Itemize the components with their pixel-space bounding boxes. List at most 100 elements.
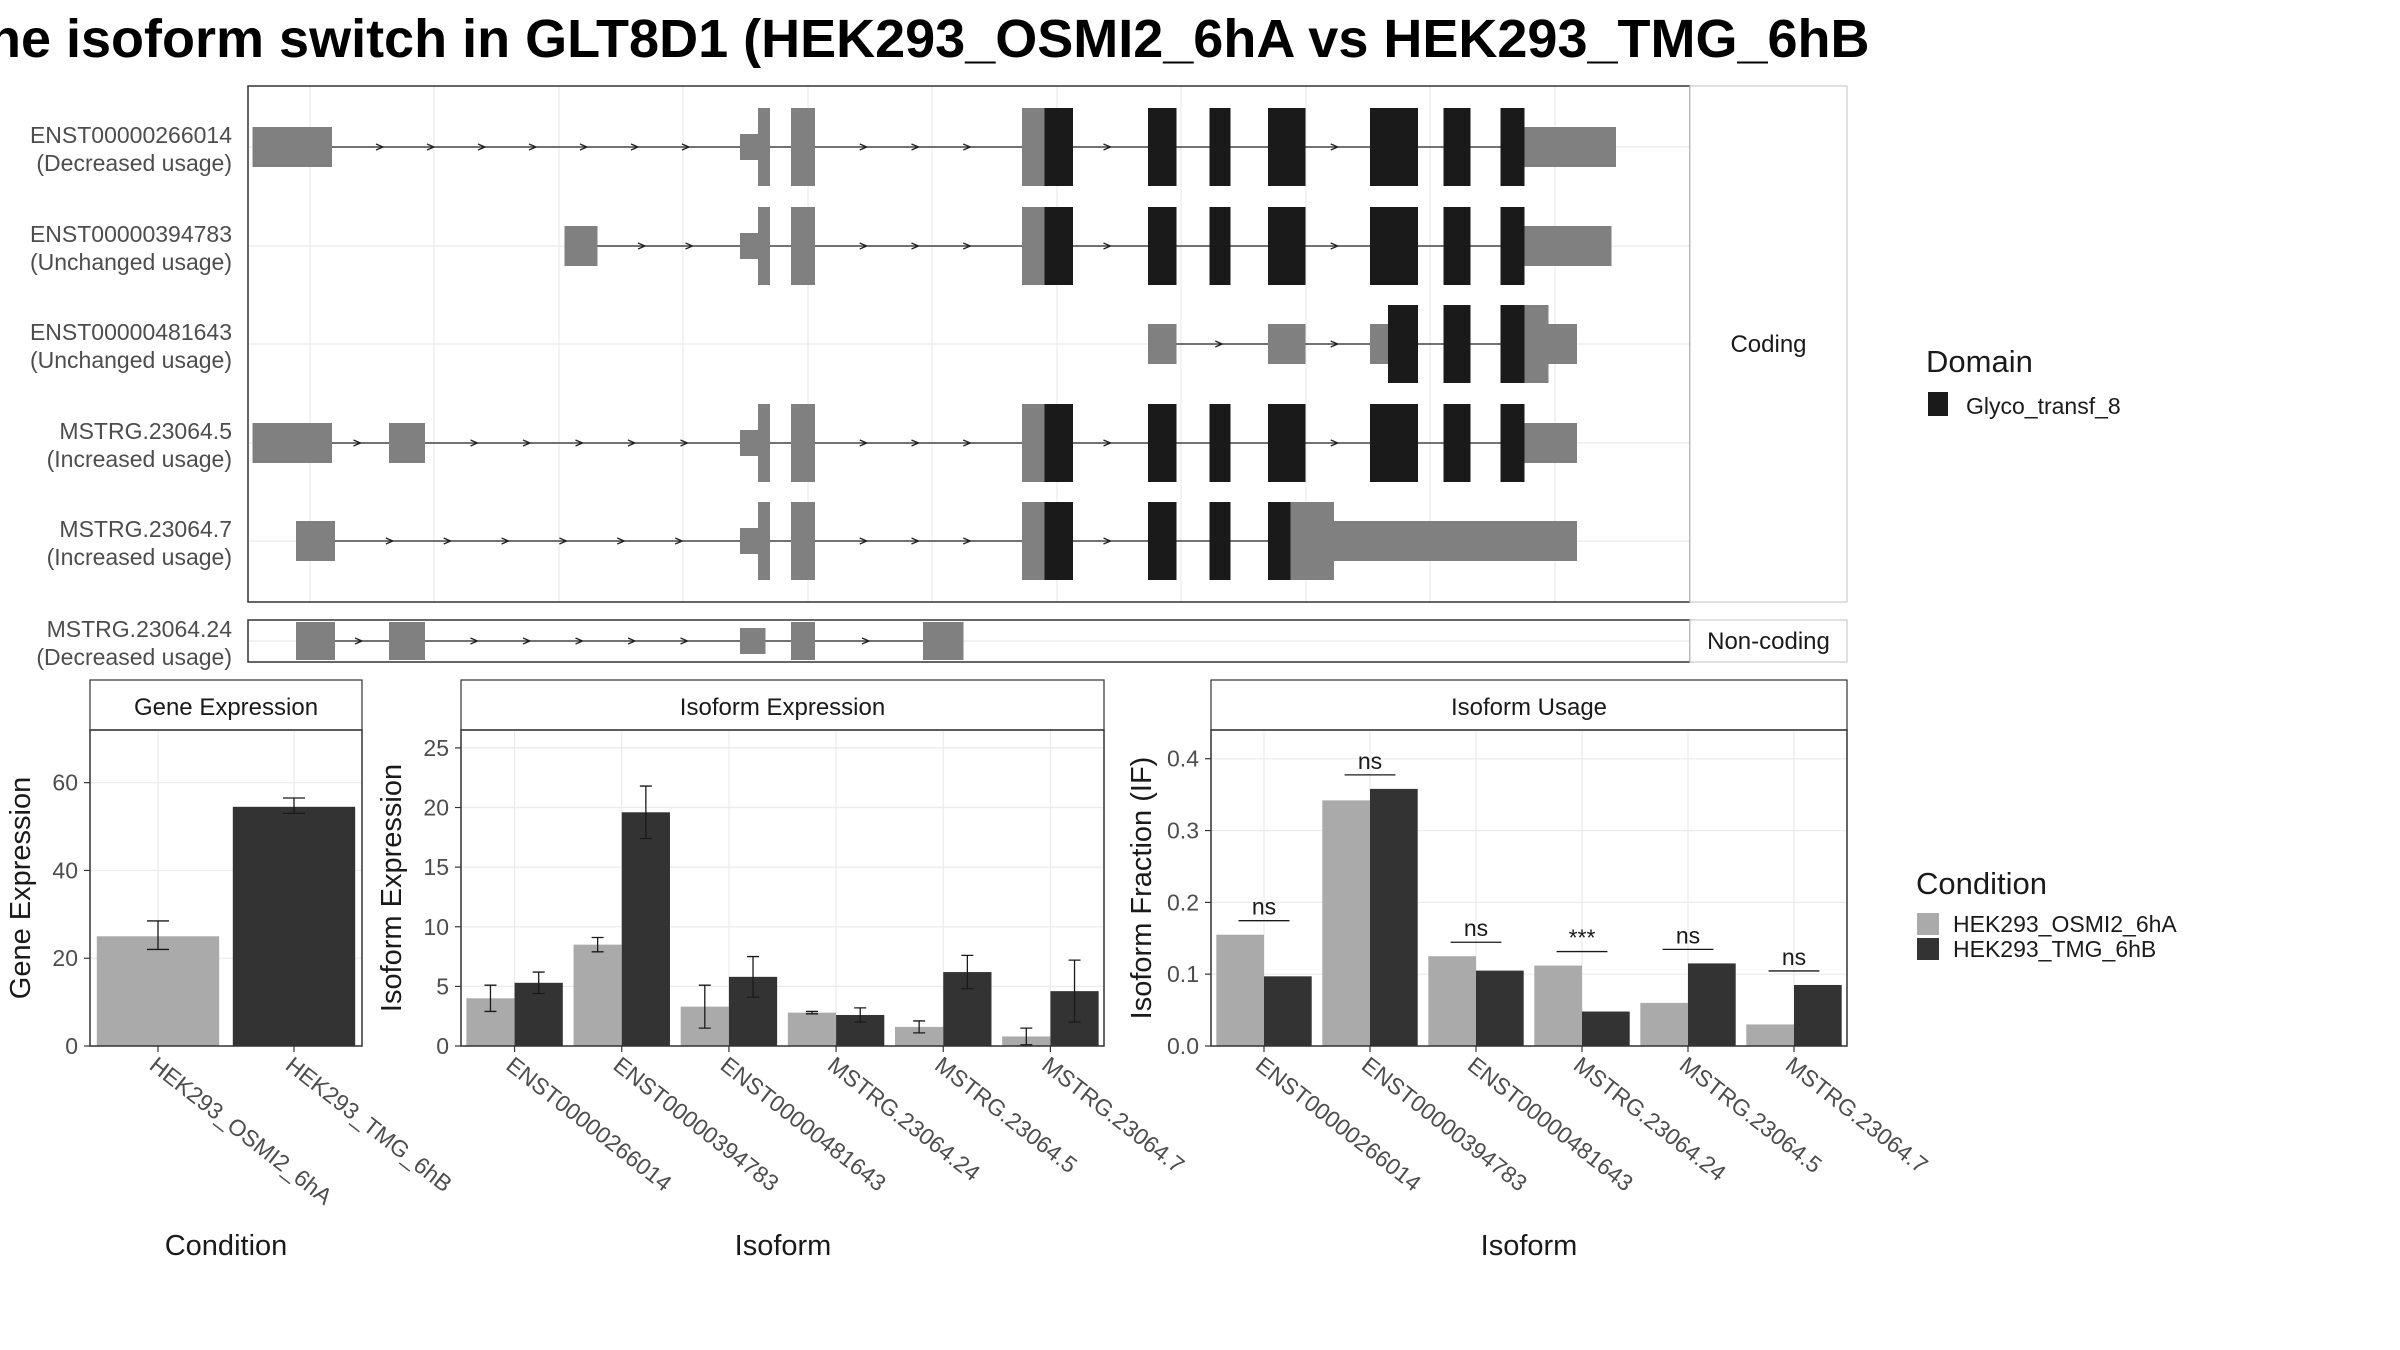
exon-segment: [1548, 226, 1612, 266]
transcript-label: MSTRG.23064.7: [59, 516, 232, 542]
direction-arrow: [859, 242, 869, 250]
bar: [1794, 984, 1842, 1046]
exon-segment: [252, 423, 332, 463]
error-bar: [913, 1020, 926, 1034]
error-bar: [854, 1007, 867, 1023]
exon-segment: [791, 502, 815, 580]
direction-arrow: [1330, 143, 1340, 151]
strip-label-coding: Coding: [1730, 331, 1806, 358]
exon-domain: [1443, 404, 1471, 482]
exon-domain: [1443, 305, 1471, 383]
significance-label: ns: [1464, 915, 1488, 941]
exon-segment: [1524, 305, 1549, 383]
direction-arrow: [426, 143, 436, 151]
exon-segment: [1022, 108, 1045, 186]
y-tick-label: 0.1: [1167, 961, 1199, 987]
exon-domain: [1148, 502, 1177, 580]
direction-arrow: [681, 143, 691, 151]
direction-arrow: [962, 242, 972, 250]
condition-legend-label: HEK293_OSMI2_6hA: [1953, 911, 2177, 937]
direction-arrow: [962, 439, 972, 447]
condition-legend-key: [1917, 938, 1939, 960]
exon-segment: [1022, 404, 1045, 482]
strip-label-noncoding: Non-coding: [1707, 628, 1830, 655]
exon-segment: [740, 134, 758, 160]
exon-domain: [1500, 207, 1525, 285]
direction-arrow: [575, 439, 585, 447]
y-tick-label: 0.2: [1167, 889, 1199, 915]
exon-segment: [740, 233, 758, 259]
error-bar: [639, 785, 652, 840]
direction-arrow: [443, 537, 453, 545]
exon-segment: [1524, 226, 1549, 266]
direction-arrow: [1330, 439, 1340, 447]
direction-arrow: [911, 143, 921, 151]
transcript-usage-label: (Unchanged usage): [30, 347, 232, 373]
bar: [1322, 800, 1370, 1046]
exon-domain: [1395, 305, 1418, 383]
significance-label: ns: [1782, 944, 1806, 970]
exon-domain: [1268, 502, 1291, 580]
direction-arrow: [674, 537, 684, 545]
panel-strip-title: Gene Expression: [134, 694, 318, 721]
exon-segment: [1548, 423, 1577, 463]
exon-segment: [1370, 324, 1388, 364]
y-tick-label: 60: [52, 770, 78, 796]
exon-segment: [758, 502, 770, 580]
direction-arrow: [911, 439, 921, 447]
y-tick-label: 0.4: [1167, 746, 1199, 772]
x-axis-title: Isoform: [1481, 1230, 1578, 1262]
direction-arrow: [685, 242, 695, 250]
direction-arrow: [375, 143, 385, 151]
transcript-usage-label: (Decreased usage): [36, 644, 232, 670]
condition-legend-key: [1917, 913, 1939, 935]
exon-segment: [791, 622, 815, 660]
exon-domain: [1268, 108, 1306, 186]
transcript-label: MSTRG.23064.24: [47, 616, 233, 642]
condition-legend-label: HEK293_TMG_6hB: [1953, 936, 2156, 962]
exon-domain: [1209, 207, 1231, 285]
exon-segment: [1148, 324, 1177, 364]
error-bar: [1068, 959, 1081, 1023]
y-tick-label: 0: [65, 1033, 78, 1059]
direction-arrow: [353, 439, 363, 447]
y-axis-title: Isoform Expression: [376, 764, 408, 1012]
bar: [1476, 970, 1524, 1046]
significance-label: ***: [1569, 925, 1596, 951]
direction-arrow: [859, 143, 869, 151]
exon-segment: [923, 622, 964, 660]
significance-label: ns: [1676, 922, 1700, 948]
direction-arrow: [385, 537, 395, 545]
direction-arrow: [911, 537, 921, 545]
panel-border: [460, 729, 1105, 1047]
bar: [1640, 1002, 1688, 1046]
exon-segment: [296, 521, 335, 561]
y-tick-label: 5: [436, 973, 449, 999]
exon-segment: [791, 108, 815, 186]
exon-domain: [1044, 502, 1073, 580]
direction-arrow: [962, 537, 972, 545]
bar: [96, 936, 220, 1046]
bar: [1746, 1024, 1794, 1046]
exon-domain: [1370, 207, 1418, 285]
direction-arrow: [861, 637, 871, 645]
exon-domain: [1268, 404, 1306, 482]
exon-domain: [1044, 108, 1073, 186]
error-bar: [532, 971, 545, 995]
error-bar: [283, 797, 305, 815]
direction-arrow: [637, 242, 647, 250]
exon-segment: [791, 207, 815, 285]
exon-segment: [1268, 324, 1306, 364]
domain-legend-key: [1928, 392, 1948, 416]
bar: [232, 806, 356, 1046]
panel-strip: [1210, 679, 1848, 731]
y-tick-label: 15: [423, 854, 449, 880]
transcript-label: MSTRG.23064.5: [59, 418, 232, 444]
direction-arrow: [1330, 340, 1340, 348]
direction-arrow: [1103, 242, 1113, 250]
bar: [1264, 976, 1312, 1046]
error-bar: [805, 1010, 818, 1015]
exon-domain: [1209, 108, 1231, 186]
bar: [1688, 963, 1736, 1046]
